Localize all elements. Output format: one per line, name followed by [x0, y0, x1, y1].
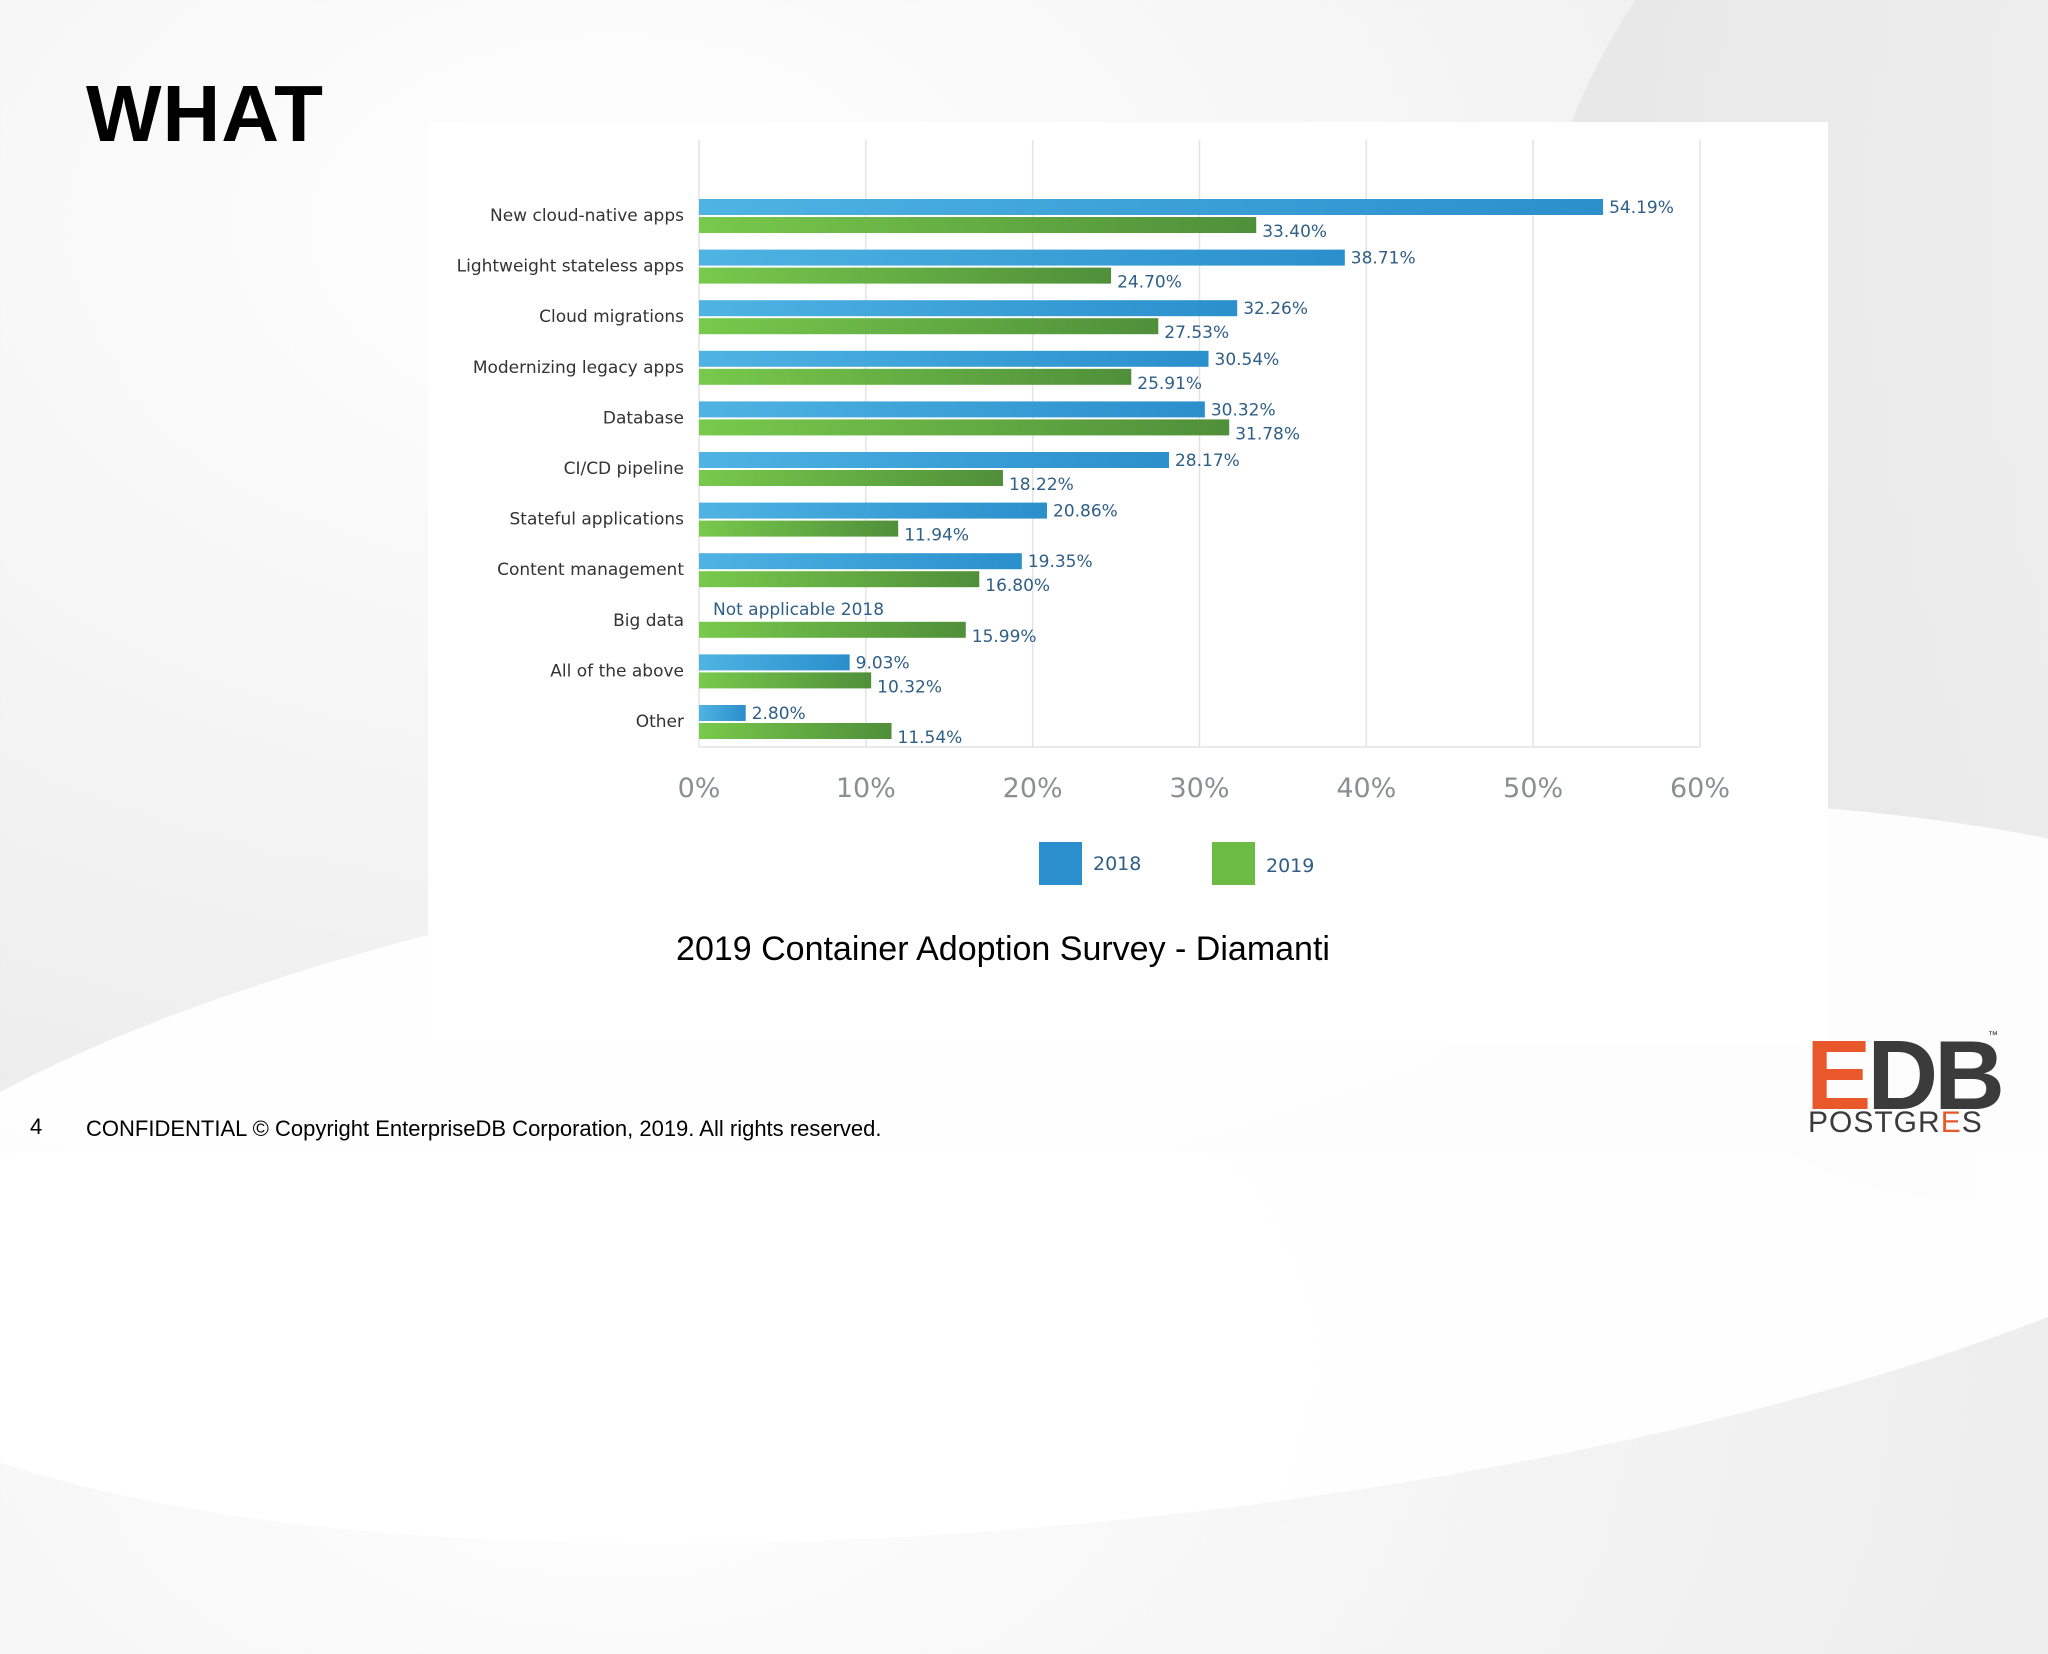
edb-postgres-logo: EDB ™ POSTGRES	[1806, 1020, 2005, 1139]
bar-2019	[699, 419, 1230, 436]
data-label-2018: 54.19%	[1609, 198, 1674, 218]
page-number: 4	[30, 1114, 43, 1139]
data-label-2018: 28.17%	[1175, 451, 1240, 471]
bar-2018	[699, 401, 1205, 418]
bar-2019	[699, 621, 966, 638]
data-label-2019: 33.40%	[1262, 222, 1327, 242]
data-label-2019: 18.22%	[1009, 475, 1074, 495]
bar-2019	[699, 217, 1257, 233]
chart-caption: 2019 Container Adoption Survey - Diamant…	[676, 930, 1330, 968]
category-label: New cloud-native apps	[490, 206, 684, 226]
data-label-2018: 20.86%	[1053, 502, 1118, 522]
bar-2018	[699, 502, 1048, 519]
data-label-2019: 24.70%	[1117, 273, 1182, 293]
x-tick-label: 20%	[1003, 773, 1063, 804]
bar-2018	[699, 199, 1604, 215]
x-tick-label: 60%	[1670, 773, 1730, 804]
bar-2018	[699, 350, 1209, 367]
bar-2018	[699, 553, 1022, 570]
category-label: Database	[603, 408, 684, 428]
x-tick-label: 0%	[678, 773, 721, 804]
data-label-2019: 11.94%	[904, 526, 969, 546]
category-label: Other	[636, 712, 684, 732]
bar-2018	[699, 452, 1169, 468]
bar-2019	[699, 368, 1132, 385]
x-tick-label: 50%	[1503, 773, 1563, 804]
category-label: Modernizing legacy apps	[473, 358, 684, 378]
data-label-2018: 32.26%	[1243, 299, 1308, 319]
data-label-2018: 38.71%	[1351, 249, 1416, 269]
category-label: All of the above	[550, 661, 684, 681]
category-label: Lightweight stateless apps	[457, 257, 685, 277]
legend-label-2018: 2018	[1093, 853, 1141, 875]
bar-2018	[699, 249, 1345, 266]
bar-2019	[699, 571, 980, 588]
category-label: Stateful applications	[509, 510, 684, 530]
bar-2019	[699, 723, 892, 739]
data-label-2019: 16.80%	[985, 576, 1050, 596]
bar-2019	[699, 520, 899, 537]
bar-2018	[699, 705, 746, 721]
chart-panel: 0% 10% 20% 30% 40% 50% 60% New cloud-native app…	[428, 122, 1828, 1042]
category-label: Cloud migrations	[539, 307, 684, 327]
data-label-2018: 30.32%	[1211, 400, 1276, 420]
x-tick-label: 40%	[1336, 773, 1396, 804]
data-label-2019: 27.53%	[1164, 323, 1229, 343]
bar-2018	[699, 300, 1238, 317]
legend-swatch-2019	[1212, 842, 1255, 885]
data-label-2019: 31.78%	[1235, 424, 1300, 444]
legend-label-2019: 2019	[1266, 855, 1314, 877]
x-tick-label: 10%	[836, 773, 896, 804]
data-label-2018: 19.35%	[1028, 552, 1093, 572]
category-label: Content management	[497, 560, 684, 580]
bar-2018	[699, 654, 850, 671]
category-label: Big data	[613, 611, 684, 631]
category-label: CI/CD pipeline	[564, 459, 684, 479]
bar-2019	[699, 470, 1003, 486]
bar-chart: 0% 10% 20% 30% 40% 50% 60% New cloud-native app…	[457, 140, 1730, 885]
slide-title: WHAT	[86, 69, 324, 158]
annotation-not-applicable: Not applicable 2018	[713, 600, 884, 620]
legend-swatch-2018	[1039, 842, 1082, 885]
bar-2019	[699, 672, 872, 689]
data-label-2019: 11.54%	[898, 728, 963, 748]
footer-copyright: CONFIDENTIAL © Copyright EnterpriseDB Co…	[86, 1116, 882, 1141]
data-label-2019: 10.32%	[877, 677, 942, 697]
data-label-2018: 2.80%	[752, 704, 806, 724]
data-label-2018: 9.03%	[856, 653, 910, 673]
data-label-2019: 15.99%	[972, 627, 1037, 647]
bar-2019	[699, 318, 1159, 335]
data-label-2019: 25.91%	[1137, 374, 1202, 394]
data-label-2018: 30.54%	[1215, 350, 1280, 370]
x-tick-label: 30%	[1169, 773, 1229, 804]
bar-2019	[699, 267, 1112, 284]
